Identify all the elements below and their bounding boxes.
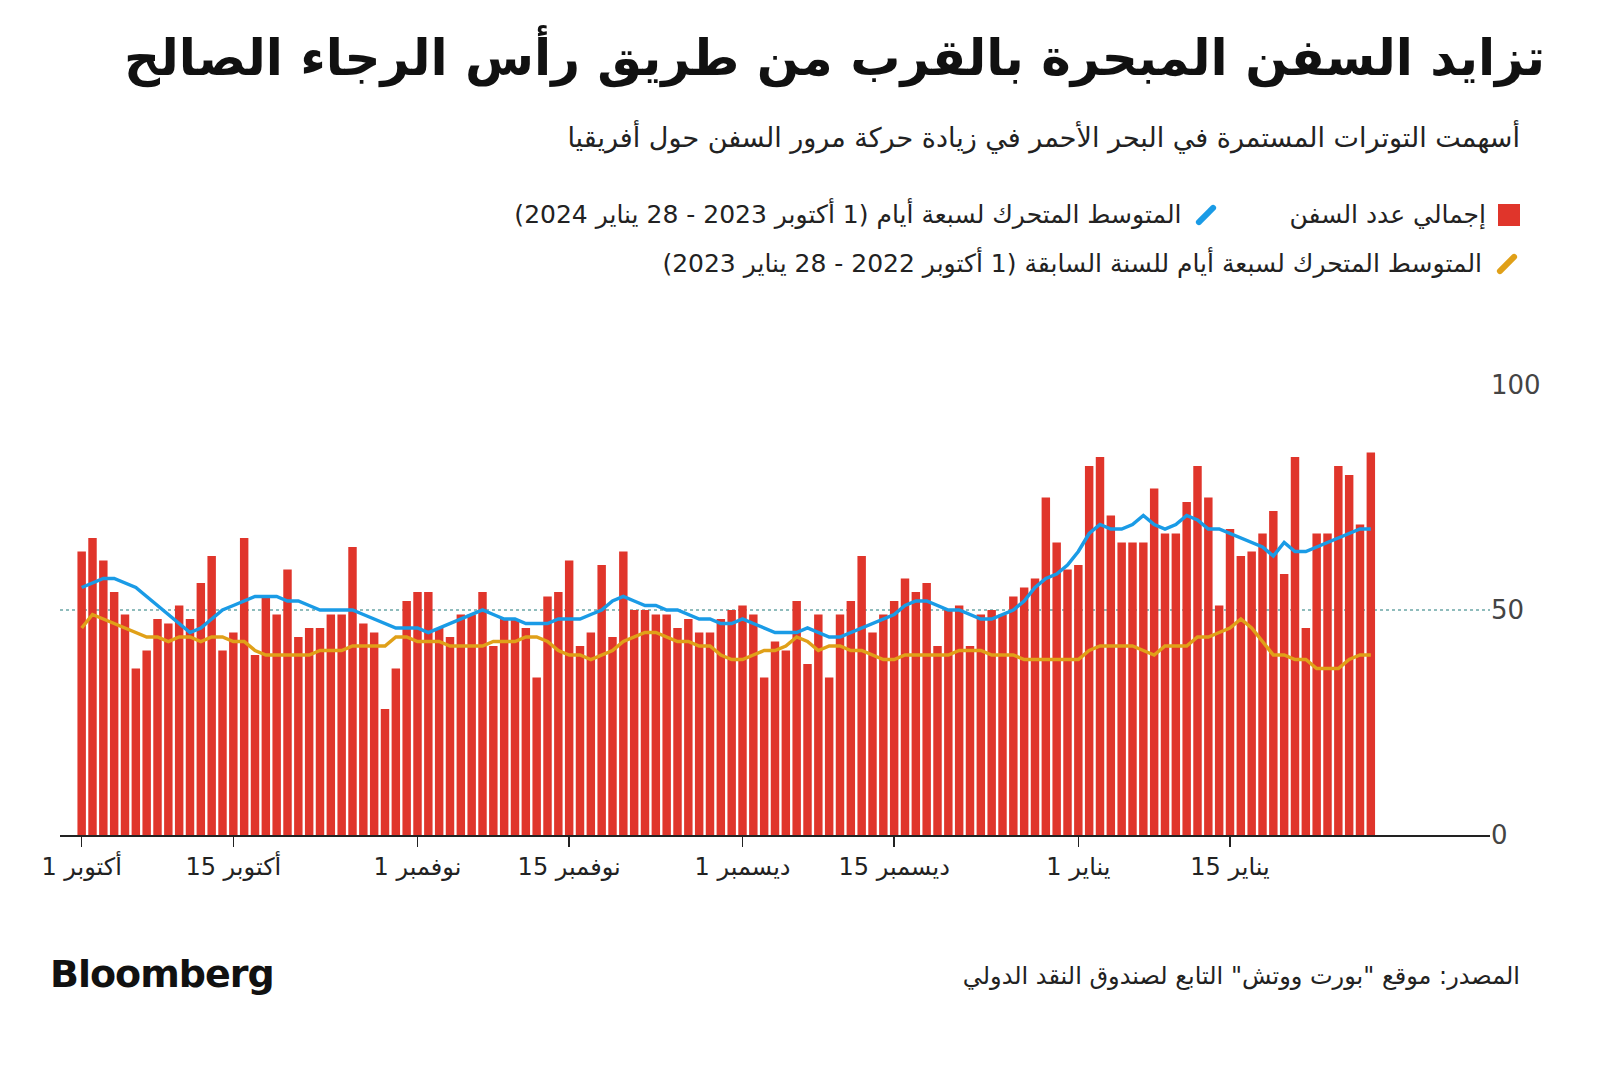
html-text:Bloomberg: Bloomberg <box>50 952 274 996</box>
html-text:المتوسط المتحرك لسبعة أيام للس: المتوسط المتحرك لسبعة أيام للسنة السابقة… <box>662 249 1482 278</box>
svg-text:15 أكتوبر: 15 أكتوبر <box>185 851 281 881</box>
svg-text:15 نوفمبر: 15 نوفمبر <box>518 853 621 881</box>
html-text:إجمالي عدد السفن: إجمالي عدد السفن <box>1289 200 1486 229</box>
svg-text:1 أكتوبر: 1 أكتوبر <box>41 851 122 881</box>
svg-text:0: 0 <box>1491 820 1508 850</box>
html-text:المتوسط المتحرك لسبعة أيام (1: المتوسط المتحرك لسبعة أيام (1 أكتوبر 202… <box>514 200 1182 229</box>
svg-text:100: 100 <box>1491 370 1541 400</box>
svg-text:15 يناير: 15 يناير <box>1190 853 1269 881</box>
svg-text:1 ديسمبر: 1 ديسمبر <box>694 853 790 881</box>
svg-text:15 ديسمبر: 15 ديسمبر <box>839 853 950 881</box>
html-text:تزايد السفن المبحرة بالقرب من: تزايد السفن المبحرة بالقرب من طريق رأس ا… <box>124 29 1545 87</box>
html-text:المصدر: موقع "بورت ووتش" التاب: المصدر: موقع "بورت ووتش" التابع لصندوق ا… <box>962 962 1520 990</box>
svg-text:1 نوفمبر: 1 نوفمبر <box>374 853 462 881</box>
html-text:أسهمت التوترات المستمرة في الب: أسهمت التوترات المستمرة في البحر الأحمر … <box>567 122 1520 153</box>
svg-text:1 يناير: 1 يناير <box>1046 853 1110 881</box>
svg-text:50: 50 <box>1491 595 1524 625</box>
